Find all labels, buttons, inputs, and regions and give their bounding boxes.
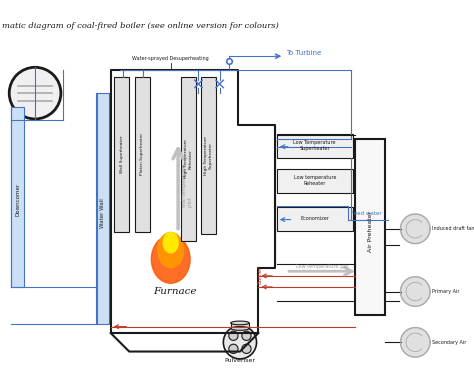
Circle shape: [242, 344, 251, 354]
Bar: [231, 323, 249, 328]
Text: Platen Superheater: Platen Superheater: [140, 133, 144, 175]
Text: Furnace: Furnace: [154, 287, 197, 296]
Polygon shape: [401, 328, 430, 357]
Polygon shape: [401, 277, 430, 306]
Text: Burner: Burner: [258, 266, 263, 284]
Bar: [277, 207, 353, 231]
Polygon shape: [401, 214, 430, 243]
Bar: [96, 93, 109, 324]
Text: Low temperature gas: Low temperature gas: [296, 264, 348, 269]
Ellipse shape: [231, 321, 249, 325]
Text: Water Wall: Water Wall: [100, 198, 105, 228]
Text: Water-sprayed Desuperheating: Water-sprayed Desuperheating: [132, 56, 209, 61]
Text: Induced draft fan: Induced draft fan: [432, 226, 474, 231]
Ellipse shape: [158, 232, 183, 267]
Bar: [277, 134, 353, 158]
Circle shape: [9, 67, 61, 119]
Text: Primary Air: Primary Air: [432, 289, 459, 294]
Bar: [277, 169, 353, 193]
Bar: [11, 107, 24, 287]
Text: Low Temperature
Superheater: Low Temperature Superheater: [293, 140, 336, 151]
Circle shape: [242, 331, 251, 340]
Text: Feed water: Feed water: [351, 211, 381, 216]
Ellipse shape: [164, 232, 178, 253]
Bar: [356, 139, 385, 315]
Circle shape: [229, 331, 238, 340]
Ellipse shape: [231, 327, 249, 330]
Text: Secondary Air: Secondary Air: [432, 340, 466, 345]
Text: Low temperature
Reheater: Low temperature Reheater: [293, 175, 336, 186]
Text: wall temperature
pilot: wall temperature pilot: [182, 164, 192, 207]
Bar: [135, 77, 149, 232]
Ellipse shape: [151, 235, 190, 283]
Text: High Temperature
Reheater: High Temperature Reheater: [184, 139, 192, 178]
Bar: [114, 77, 129, 232]
Text: Wall Superheater: Wall Superheater: [120, 135, 124, 173]
Text: High Temperature
Superheater: High Temperature Superheater: [204, 136, 213, 175]
Text: matic diagram of coal-fired boiler (see online version for colours): matic diagram of coal-fired boiler (see …: [2, 22, 279, 30]
Text: Air Preheater: Air Preheater: [367, 211, 373, 252]
Circle shape: [229, 344, 238, 354]
Circle shape: [223, 326, 256, 359]
Bar: [201, 77, 216, 234]
Text: Pulveriser: Pulveriser: [225, 358, 255, 363]
Text: To Turbine: To Turbine: [286, 50, 321, 56]
Bar: [181, 77, 196, 241]
Text: Economizer: Economizer: [300, 216, 329, 221]
Text: Downcomer: Downcomer: [15, 183, 20, 216]
